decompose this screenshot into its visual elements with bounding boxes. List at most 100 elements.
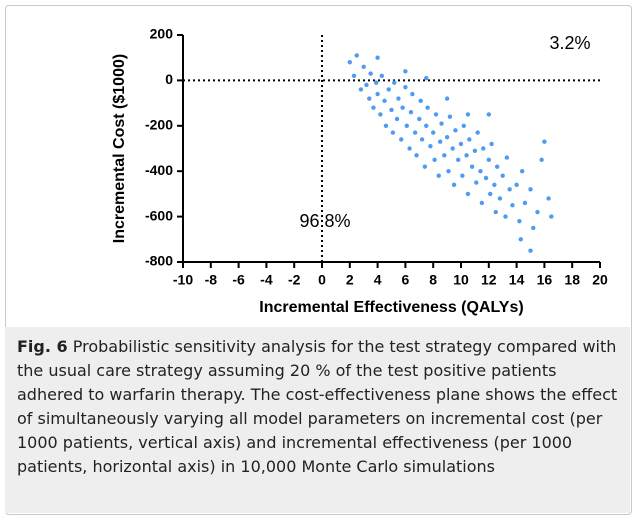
x-tick-label: -10 bbox=[173, 272, 193, 288]
point bbox=[425, 105, 430, 110]
x-tick-label: -2 bbox=[288, 272, 301, 288]
point bbox=[371, 105, 376, 110]
point bbox=[486, 112, 491, 117]
point bbox=[419, 137, 425, 142]
x-tick-label: 0 bbox=[318, 272, 326, 288]
point bbox=[444, 134, 450, 140]
point bbox=[519, 169, 525, 174]
annotation: 3.2% bbox=[549, 33, 590, 53]
point bbox=[451, 182, 457, 188]
point bbox=[375, 91, 380, 97]
point bbox=[400, 105, 405, 110]
y-tick-label: -800 bbox=[145, 253, 173, 269]
point bbox=[475, 130, 480, 135]
point bbox=[504, 155, 510, 160]
x-tick-label: 14 bbox=[509, 272, 525, 288]
point bbox=[439, 121, 444, 126]
point bbox=[486, 157, 491, 163]
point bbox=[351, 73, 357, 79]
point bbox=[367, 96, 372, 101]
point bbox=[503, 214, 508, 219]
point bbox=[507, 187, 512, 192]
point bbox=[408, 109, 414, 115]
point bbox=[390, 130, 396, 135]
point bbox=[446, 169, 451, 174]
point bbox=[456, 157, 461, 163]
point bbox=[403, 69, 408, 74]
point bbox=[410, 91, 415, 97]
point bbox=[472, 148, 478, 153]
point bbox=[465, 112, 471, 117]
point bbox=[383, 123, 389, 128]
point bbox=[403, 85, 408, 90]
point bbox=[492, 182, 497, 188]
x-tick-label: 6 bbox=[402, 272, 410, 288]
point bbox=[386, 87, 391, 92]
point bbox=[389, 107, 394, 113]
point bbox=[528, 187, 533, 192]
point bbox=[433, 112, 439, 117]
point bbox=[417, 116, 422, 122]
annotation: 96.8% bbox=[299, 211, 350, 231]
point bbox=[542, 139, 547, 144]
point bbox=[396, 96, 401, 101]
point bbox=[483, 175, 489, 181]
point bbox=[517, 218, 522, 224]
x-tick-label: -8 bbox=[205, 272, 218, 288]
point bbox=[458, 141, 464, 147]
point bbox=[378, 112, 383, 117]
point bbox=[424, 75, 429, 81]
point bbox=[392, 80, 397, 85]
y-tick-label: -600 bbox=[145, 207, 173, 223]
x-tick-label: 20 bbox=[592, 272, 608, 288]
point bbox=[382, 98, 387, 104]
x-tick-label: 16 bbox=[537, 272, 553, 288]
figure bbox=[5, 5, 632, 515]
x-tick-label: 8 bbox=[429, 272, 437, 288]
point bbox=[432, 157, 437, 163]
x-tick-label: 12 bbox=[481, 272, 497, 288]
chart: 200 0 -200 -400 -600 -800-10 -8 -6 -4 -2 0 2 4 6 8 10 12… bbox=[111, 26, 608, 317]
point bbox=[469, 164, 475, 169]
y-tick-label: 200 bbox=[150, 26, 174, 42]
point bbox=[531, 225, 536, 231]
point bbox=[358, 87, 364, 92]
point bbox=[461, 123, 466, 128]
y-tick-label: 0 bbox=[165, 71, 173, 87]
point bbox=[354, 53, 359, 58]
point bbox=[347, 60, 352, 65]
point bbox=[414, 153, 419, 158]
caption: Fig. 6 Probabilistic sensitivity analysi… bbox=[5, 327, 630, 513]
x-tick-label: 10 bbox=[453, 272, 469, 288]
point bbox=[493, 209, 498, 215]
point bbox=[374, 80, 379, 85]
x-axis-label: Incremental Effectiveness (QALYs) bbox=[259, 299, 523, 316]
caption-label: Fig. 6 bbox=[17, 337, 68, 356]
point bbox=[460, 173, 465, 178]
point bbox=[437, 139, 443, 144]
point bbox=[399, 137, 404, 142]
point bbox=[494, 164, 500, 169]
point bbox=[539, 157, 544, 163]
point bbox=[522, 200, 528, 206]
point bbox=[479, 200, 485, 206]
x-tick-label: -4 bbox=[260, 272, 273, 288]
point bbox=[418, 98, 423, 104]
point bbox=[424, 123, 429, 128]
point bbox=[436, 173, 441, 178]
point bbox=[364, 82, 369, 88]
point bbox=[368, 71, 373, 76]
point bbox=[412, 130, 418, 135]
point bbox=[431, 130, 436, 135]
point bbox=[422, 164, 428, 169]
point bbox=[518, 237, 523, 242]
point bbox=[487, 191, 493, 197]
caption-text: Probabilistic sensitivity analysis for t… bbox=[17, 337, 618, 476]
point bbox=[394, 116, 400, 122]
point bbox=[500, 173, 505, 178]
point bbox=[450, 146, 455, 151]
point bbox=[535, 209, 540, 215]
point bbox=[549, 214, 554, 219]
x-tick-label: -6 bbox=[232, 272, 245, 288]
